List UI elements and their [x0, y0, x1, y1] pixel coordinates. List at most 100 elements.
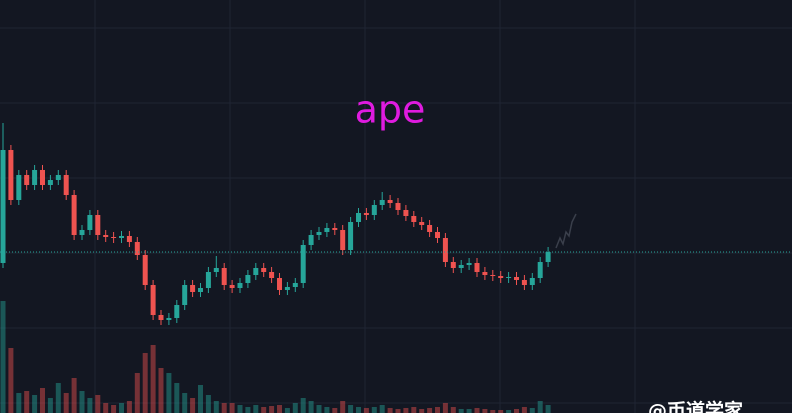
- volume-bar: [529, 408, 535, 413]
- volume-bar: [332, 408, 338, 413]
- candle-body: [387, 200, 393, 203]
- volume-bar: [229, 403, 235, 413]
- candle-body: [490, 275, 496, 276]
- volume-bar: [126, 401, 132, 413]
- volume-bar: [474, 408, 480, 413]
- candle-body: [514, 277, 519, 280]
- candle-body: [506, 277, 512, 278]
- candle-body: [545, 252, 551, 262]
- volume-bar: [245, 407, 251, 413]
- candle-body: [221, 268, 227, 285]
- volume-bar: [427, 408, 433, 413]
- candle-body: [435, 232, 440, 238]
- volume-bar: [450, 407, 456, 413]
- candle-body: [348, 222, 354, 250]
- volume-bar: [119, 403, 124, 413]
- candle-body: [24, 175, 30, 185]
- candle-body: [482, 272, 488, 275]
- candle-body: [261, 268, 267, 272]
- candle-body: [419, 222, 425, 225]
- candle-body: [103, 235, 109, 237]
- candle-body: [474, 263, 480, 272]
- volume-bar: [221, 403, 227, 413]
- candle-body: [95, 215, 101, 235]
- candle-body: [245, 275, 251, 283]
- candle-body: [292, 283, 298, 287]
- watermark: @币道学家: [648, 399, 744, 413]
- volume-bar: [300, 398, 306, 413]
- candle-body: [324, 228, 330, 232]
- volume-bar: [340, 401, 346, 413]
- candle-layer: [0, 123, 551, 325]
- volume-bar: [32, 395, 38, 413]
- candle-body: [0, 150, 6, 263]
- volume-layer: [0, 301, 551, 413]
- volume-bar: [482, 409, 488, 413]
- volume-bar: [269, 406, 275, 413]
- candle-body: [458, 265, 464, 268]
- candle-body: [316, 232, 322, 235]
- candle-body: [229, 285, 235, 288]
- volume-bar: [190, 398, 196, 413]
- volume-bar: [158, 368, 164, 413]
- volume-bar: [395, 409, 401, 413]
- volume-bar: [16, 393, 22, 413]
- volume-bar: [8, 348, 14, 413]
- candle-body: [111, 237, 117, 238]
- volume-bar: [142, 353, 148, 413]
- candle-body: [450, 262, 456, 268]
- volume-bar: [111, 405, 117, 413]
- candle-body: [427, 225, 433, 232]
- candle-body: [521, 280, 527, 285]
- candle-body: [126, 236, 132, 242]
- candle-body: [498, 276, 504, 278]
- volume-bar: [371, 407, 377, 413]
- candle-body: [466, 263, 472, 265]
- candle-body: [379, 200, 385, 205]
- candle-body: [142, 255, 148, 285]
- candle-body: [198, 288, 203, 292]
- volume-bar: [348, 405, 354, 413]
- candle-body: [363, 213, 369, 215]
- volume-bar: [150, 345, 156, 413]
- volume-bar: [0, 301, 6, 413]
- candle-body: [190, 285, 196, 292]
- candle-body: [237, 283, 243, 288]
- candle-body: [205, 272, 211, 288]
- volume-bar: [403, 408, 409, 413]
- volume-bar: [458, 409, 464, 413]
- candle-body: [332, 228, 338, 230]
- candle-body: [284, 287, 290, 290]
- candle-body: [340, 230, 346, 250]
- candle-body: [158, 315, 164, 320]
- volume-bar: [442, 403, 448, 413]
- volume-bar: [63, 393, 69, 413]
- volume-bar: [363, 408, 369, 413]
- candle-body: [411, 216, 417, 222]
- candle-body: [253, 268, 259, 275]
- volume-bar: [284, 408, 290, 413]
- volume-bar: [435, 407, 440, 413]
- candle-body: [119, 236, 124, 238]
- candle-body: [395, 203, 401, 210]
- chart-title: ape: [355, 88, 426, 132]
- volume-bar: [379, 405, 385, 413]
- candle-body: [134, 242, 140, 255]
- candle-body: [63, 175, 69, 195]
- volume-bar: [47, 398, 53, 413]
- candle-body: [529, 278, 535, 285]
- volume-bar: [411, 407, 417, 413]
- candle-body: [403, 210, 409, 216]
- volume-bar: [506, 410, 512, 413]
- candle-body: [213, 268, 219, 272]
- candle-body: [16, 175, 22, 200]
- volume-bar: [213, 401, 219, 413]
- volume-bar: [174, 383, 180, 413]
- volume-bar: [466, 409, 472, 413]
- candle-body: [277, 278, 282, 290]
- volume-bar: [166, 373, 172, 413]
- candle-body: [300, 245, 306, 283]
- volume-bar: [419, 409, 425, 413]
